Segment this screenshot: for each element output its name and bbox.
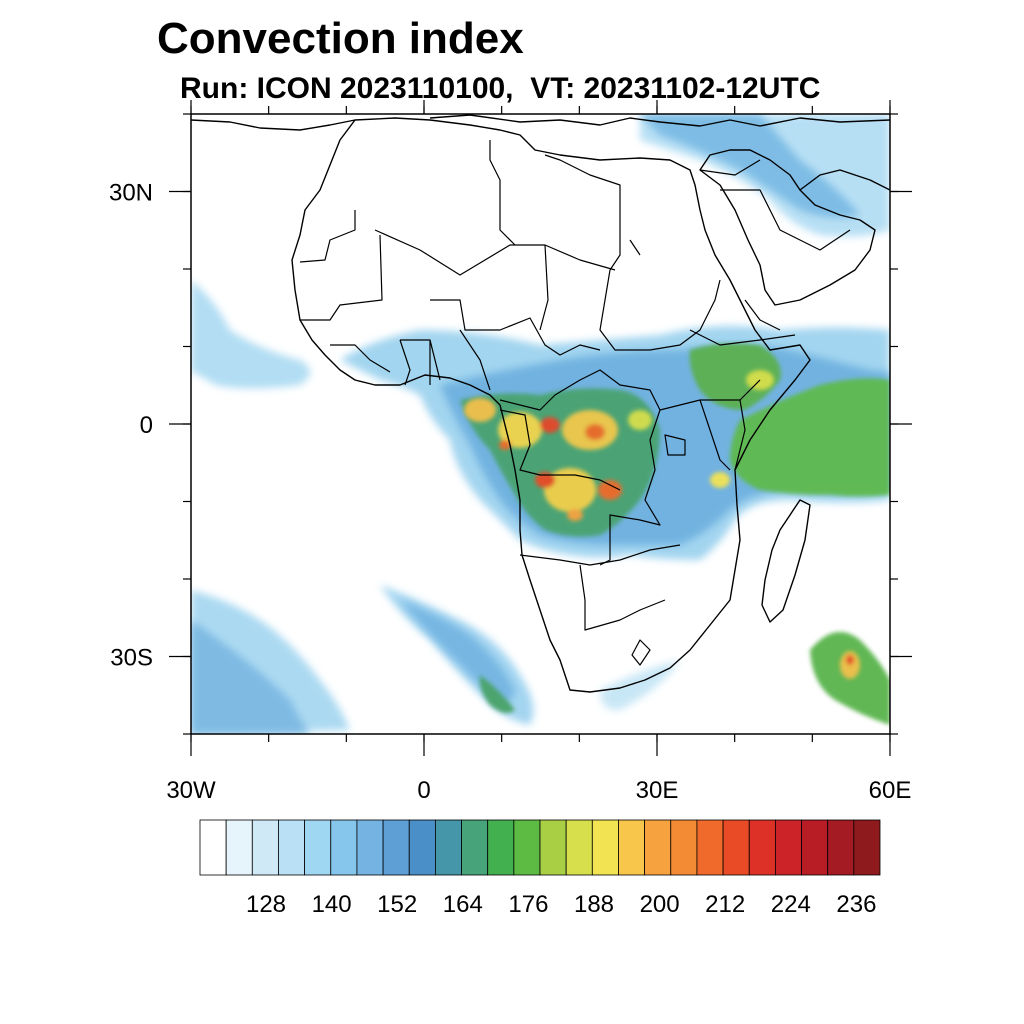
colorbar-swatch bbox=[539, 819, 567, 876]
colorbar-label: 188 bbox=[574, 891, 614, 918]
coastlines bbox=[191, 114, 890, 693]
colorbar-label: 212 bbox=[705, 891, 745, 918]
colorbar-swatch bbox=[565, 819, 593, 876]
colorbar-label: 200 bbox=[640, 891, 680, 918]
vt-label: VT: bbox=[530, 72, 576, 105]
colorbar-swatch bbox=[774, 819, 802, 876]
colorbar-swatch bbox=[801, 819, 829, 876]
chart-title: Convection index bbox=[157, 14, 524, 63]
colorbar-swatch bbox=[304, 819, 332, 876]
x-tick-label: 30W bbox=[166, 777, 216, 804]
country-borders bbox=[299, 140, 851, 666]
colorbar-swatch bbox=[382, 819, 410, 876]
colorbar-label: 128 bbox=[246, 891, 286, 918]
colorbar-swatch bbox=[722, 819, 750, 876]
colorbar-swatch bbox=[434, 819, 462, 876]
colorbar-swatch bbox=[461, 819, 489, 876]
colorbar-label: 164 bbox=[443, 891, 483, 918]
colorbar-swatch bbox=[853, 819, 881, 876]
colorbar-swatch bbox=[827, 819, 855, 876]
colorbar-swatch bbox=[644, 819, 672, 876]
y-tick-label: 0 bbox=[140, 412, 153, 439]
colorbar-swatch bbox=[696, 819, 724, 876]
colorbar-swatch bbox=[225, 819, 253, 876]
run-value: ICON 2023110100, bbox=[256, 72, 514, 105]
x-tick-label: 60E bbox=[869, 777, 912, 804]
x-tick-label: 0 bbox=[417, 777, 430, 804]
colorbar-label: 152 bbox=[377, 891, 417, 918]
colorbar-swatch bbox=[408, 819, 436, 876]
colorbar-swatch bbox=[487, 819, 515, 876]
colorbar-label: 176 bbox=[508, 891, 548, 918]
map-axes: 30W 0 30E 60E 30N 0 30S bbox=[109, 100, 912, 804]
chart-subtitle: Run: ICON 2023110100, VT: 20231102-12UTC bbox=[180, 72, 820, 106]
colorbar-swatch bbox=[278, 819, 306, 876]
colorbar-swatch bbox=[356, 819, 384, 876]
colorbar-label: 236 bbox=[836, 891, 876, 918]
y-tick-label: 30S bbox=[110, 645, 153, 672]
x-tick-label: 30E bbox=[636, 777, 679, 804]
run-label: Run: bbox=[180, 72, 249, 105]
convection-field bbox=[191, 114, 890, 734]
vt-value: 20231102-12UTC bbox=[583, 72, 821, 105]
colorbar-swatch bbox=[513, 819, 541, 876]
colorbar-label: 140 bbox=[312, 891, 352, 918]
colorbar-label: 224 bbox=[771, 891, 811, 918]
colorbar-swatch bbox=[251, 819, 279, 876]
y-tick-label: 30N bbox=[109, 180, 153, 207]
colorbar-swatch bbox=[618, 819, 646, 876]
colorbar-swatch bbox=[199, 819, 227, 876]
colorbar-swatch bbox=[748, 819, 776, 876]
colorbar-swatch bbox=[330, 819, 358, 876]
colorbar-swatch bbox=[670, 819, 698, 876]
colorbar-swatch bbox=[591, 819, 619, 876]
colorbar: 128 140 152 164 176 188 200 212 224 236 bbox=[199, 819, 881, 918]
